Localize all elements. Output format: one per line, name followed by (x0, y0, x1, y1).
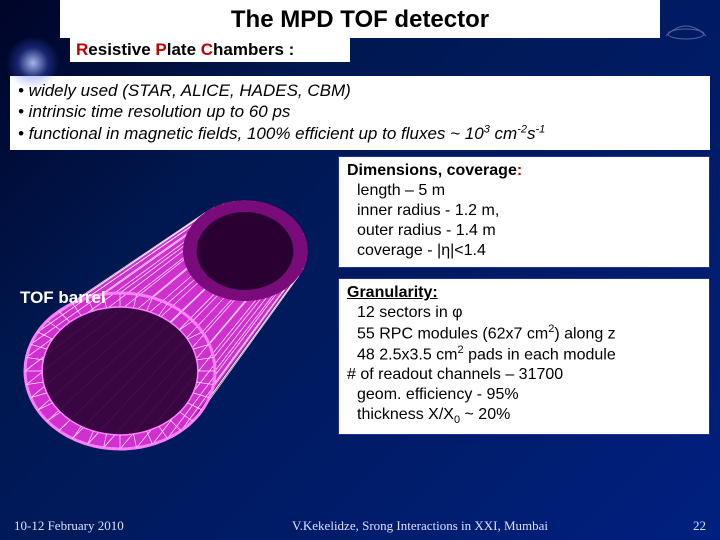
dim-l3: outer radius - 1.4 m (357, 221, 701, 241)
gran-l3: 48 2.5x3.5 cm2 pads in each module (357, 344, 701, 365)
footer-center: V.Kekelidze, Srong Interactions in XXI, … (194, 518, 646, 534)
dim-l1: length – 5 m (357, 181, 701, 201)
footer: 10-12 February 2010 V.Kekelidze, Srong I… (0, 518, 720, 534)
dimensions-head: Dimensions, coverage: (347, 161, 701, 181)
granularity-box: Granularity: 12 sectors in φ 55 RPC modu… (338, 278, 710, 436)
gran-l5: geom. efficiency - 95% (357, 385, 701, 405)
corner-logo (662, 6, 710, 42)
bullet-1: • widely used (STAR, ALICE, HADES, CBM) (18, 80, 702, 101)
content-row: TOF barrel Dimensions, coverage: length … (10, 156, 710, 466)
page-title: The MPD TOF detector (60, 0, 660, 38)
footer-page: 22 (646, 518, 706, 534)
dim-l2: inner radius - 1.2 m, (357, 201, 701, 221)
bullet-list: • widely used (STAR, ALICE, HADES, CBM) … (10, 76, 710, 150)
bullet-2: • intrinsic time resolution up to 60 ps (18, 101, 702, 122)
bullet-3: • functional in magnetic fields, 100% ef… (18, 123, 702, 144)
dim-l4: coverage - |η|<1.4 (357, 241, 701, 261)
barrel-svg (10, 156, 330, 466)
gran-l2: 55 RPC modules (62x7 cm2) along z (357, 323, 701, 344)
barrel-label: TOF barrel (16, 286, 110, 310)
gran-l4: # of readout channels – 31700 (347, 365, 701, 385)
subtitle-r1: R (76, 40, 88, 59)
gran-l6: thickness X/X0 ~ 20% (357, 405, 701, 428)
gran-l1: 12 sectors in φ (357, 303, 701, 323)
granularity-head: Granularity: (347, 283, 701, 303)
info-column: Dimensions, coverage: length – 5 m inner… (338, 156, 710, 466)
footer-date: 10-12 February 2010 (14, 518, 194, 534)
tof-barrel-figure: TOF barrel (10, 156, 330, 466)
dimensions-box: Dimensions, coverage: length – 5 m inner… (338, 156, 710, 268)
subtitle: Resistive Plate Chambers : (70, 38, 350, 62)
